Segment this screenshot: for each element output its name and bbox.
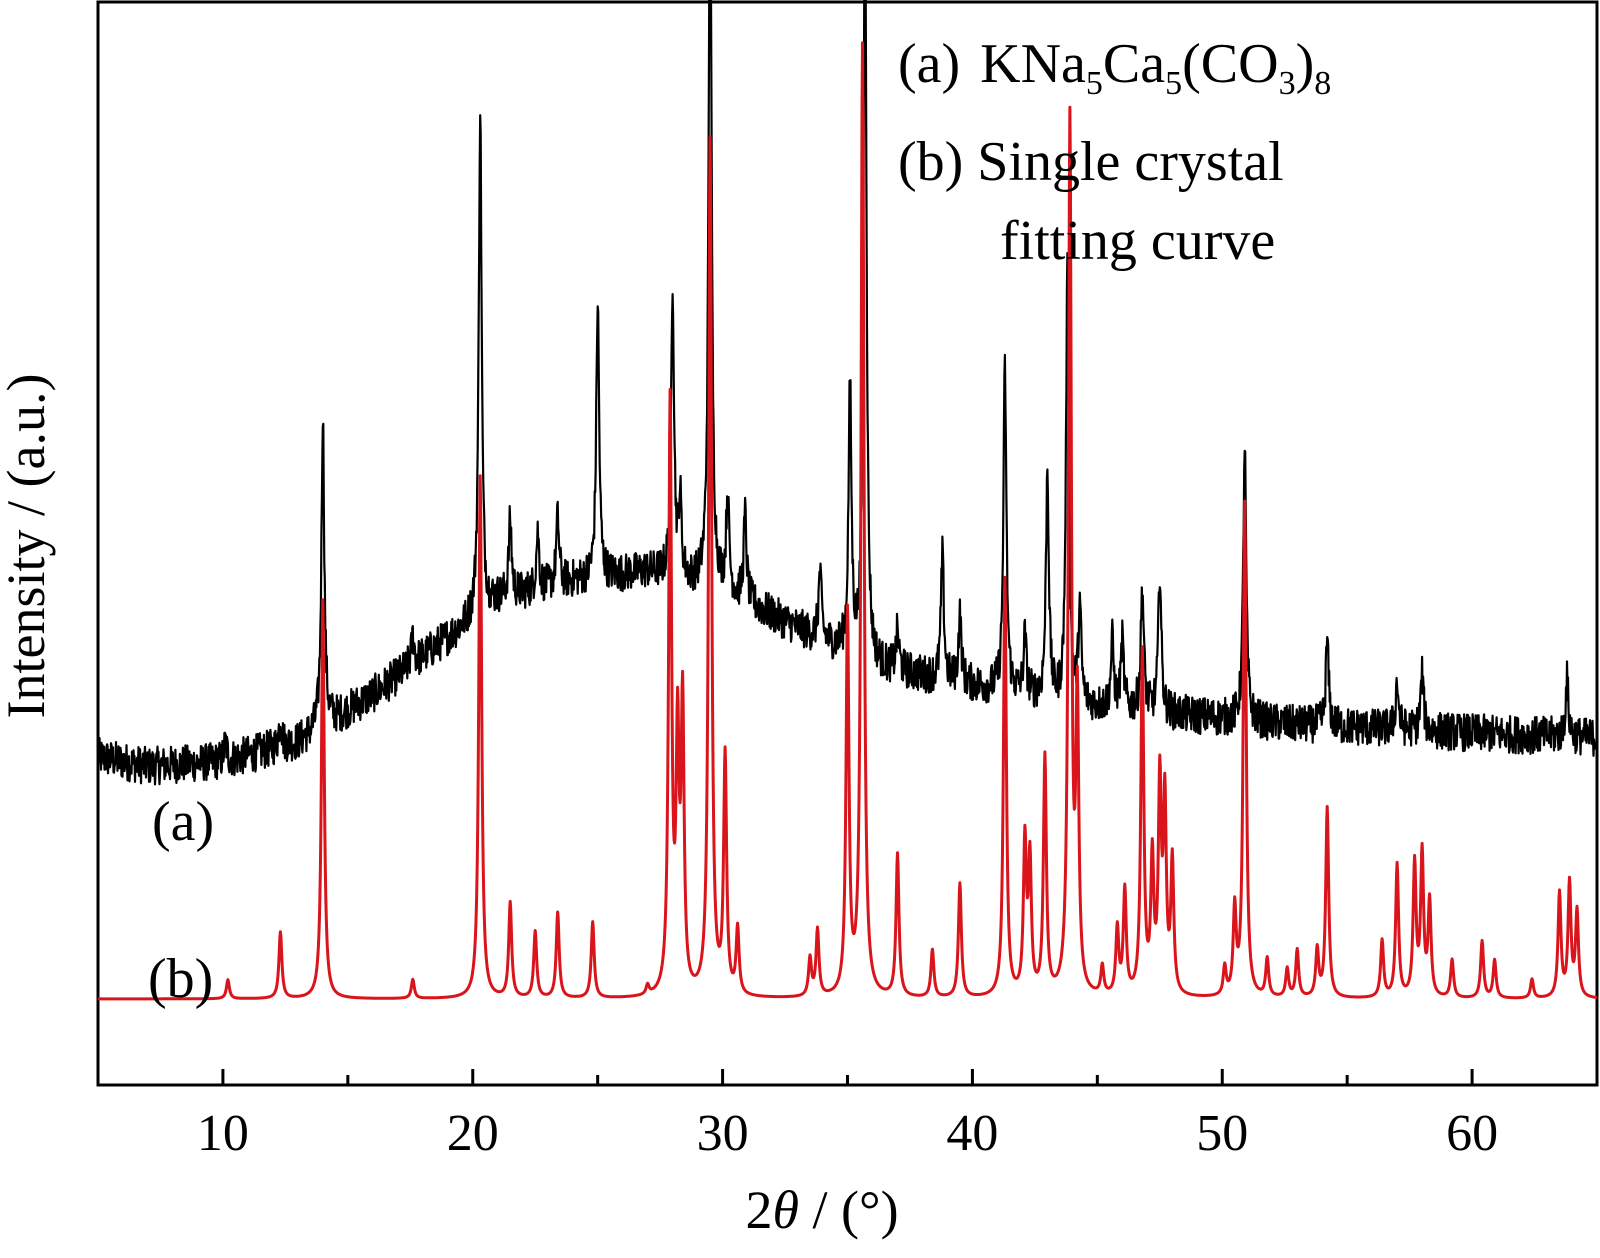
x-tick-label: 50 bbox=[1196, 1105, 1248, 1162]
series-line-b bbox=[97, 41, 1598, 1001]
series-line-a bbox=[96, 0, 1599, 786]
curve-label-b: (b) bbox=[148, 948, 213, 1010]
x-axis-title: 2θ / (°) bbox=[745, 1180, 898, 1240]
x-tick-label: 10 bbox=[197, 1105, 249, 1162]
legend-entry-b-line2: fitting curve bbox=[1000, 210, 1275, 272]
x-tick-label: 20 bbox=[447, 1105, 499, 1162]
legend-entry-b-line1: (b) Single crystal bbox=[898, 131, 1284, 193]
x-tick-label: 30 bbox=[697, 1105, 749, 1162]
curves-group bbox=[96, 0, 1599, 1001]
x-tick-label: 40 bbox=[946, 1105, 998, 1162]
legend-entry-a: (a) KNa5Ca5(CO3)8 bbox=[898, 33, 1331, 102]
x-tick-label: 60 bbox=[1446, 1105, 1498, 1162]
legend: (a) KNa5Ca5(CO3)8 (b) Single crystal fitt… bbox=[898, 33, 1331, 272]
curve-label-a: (a) bbox=[152, 791, 214, 853]
x-ticks-group: 10 20 30 40 50 60 bbox=[96, 1069, 1599, 1162]
y-axis-title: Intensity / (a.u.) bbox=[0, 374, 56, 719]
